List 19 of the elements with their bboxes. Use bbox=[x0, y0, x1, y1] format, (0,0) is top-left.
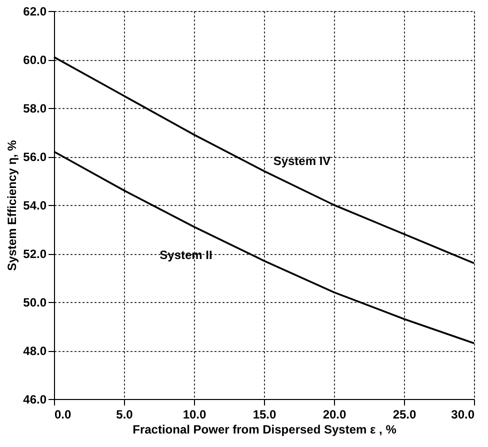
series-label: System IV bbox=[273, 154, 331, 168]
y-tick-label: 52.0 bbox=[23, 247, 47, 261]
x-tick-label: 5.0 bbox=[116, 408, 134, 422]
x-tick-label: 0.0 bbox=[54, 408, 72, 422]
y-tick-label: 46.0 bbox=[23, 392, 47, 406]
x-tick-label: 30.0 bbox=[451, 408, 475, 422]
y-tick-label: 56.0 bbox=[23, 150, 47, 164]
x-tick-label: 20.0 bbox=[322, 408, 346, 422]
y-tick-label: 54.0 bbox=[23, 198, 47, 212]
y-tick-label: 60.0 bbox=[23, 53, 47, 67]
y-axis-title: System Efficiency η, % bbox=[5, 140, 20, 271]
y-tick-label: 58.0 bbox=[23, 102, 47, 116]
x-tick-label: 15.0 bbox=[252, 408, 276, 422]
y-tick-label: 48.0 bbox=[23, 344, 47, 358]
y-tick-label: 50.0 bbox=[23, 296, 47, 310]
x-tick-label: 10.0 bbox=[182, 408, 206, 422]
x-axis-title: Fractional Power from Dispersed System ε , % bbox=[132, 422, 397, 436]
y-tick-label: 62.0 bbox=[23, 4, 47, 18]
x-tick-label: 25.0 bbox=[392, 408, 416, 422]
